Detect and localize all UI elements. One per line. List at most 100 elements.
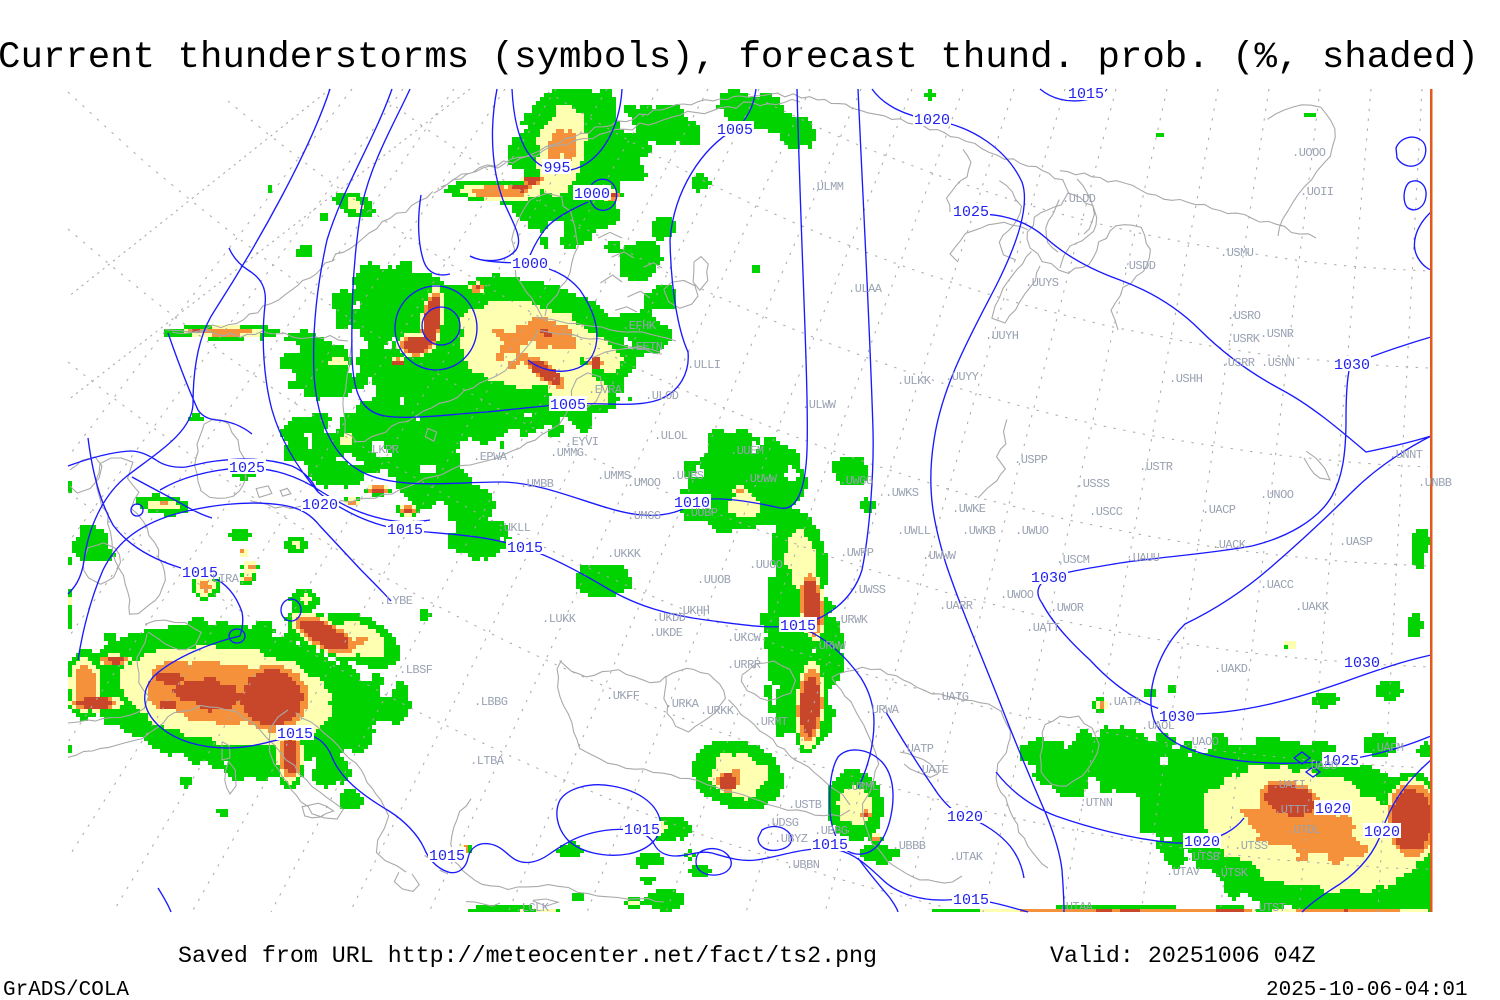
svg-text:1015: 1015 [429, 848, 465, 865]
svg-text:.UTSK: .UTSK [1214, 866, 1249, 880]
svg-text:.UAKD: .UAKD [1214, 662, 1248, 676]
svg-text:.UWPP: .UWPP [840, 546, 874, 560]
svg-text:.UWLL: .UWLL [897, 524, 931, 538]
svg-text:.UBBN: .UBBN [786, 858, 820, 872]
svg-text:.UAII: .UAII [1272, 778, 1306, 792]
svg-text:.LIRA: .LIRA [205, 572, 240, 586]
svg-text:.UATG: .UATG [935, 690, 969, 704]
svg-text:.UTAA: .UTAA [1059, 900, 1094, 914]
svg-text:Valid: 20251006 04Z: Valid: 20251006 04Z [1050, 943, 1316, 969]
svg-text:.UWOR: .UWOR [1050, 601, 1084, 615]
svg-text:1015: 1015 [1068, 86, 1104, 103]
svg-text:.UWGG: .UWGG [839, 474, 873, 488]
svg-text:.LYBE: .LYBE [379, 594, 413, 608]
svg-text:2025-10-06-04:01: 2025-10-06-04:01 [1266, 979, 1468, 1000]
svg-text:.USRO: .USRO [1227, 309, 1261, 323]
svg-text:.USCM: .USCM [1056, 553, 1090, 567]
svg-text:.UUBP: .UUBP [684, 506, 718, 520]
svg-text:1015: 1015 [507, 540, 543, 557]
svg-text:.UKCW: .UKCW [727, 631, 762, 645]
svg-text:1015: 1015 [277, 726, 313, 743]
svg-text:.URMT: .URMT [754, 715, 788, 729]
svg-text:1030: 1030 [1334, 357, 1370, 374]
svg-text:.UTDL: .UTDL [1287, 823, 1321, 837]
svg-text:GrADS/COLA: GrADS/COLA [3, 979, 129, 1000]
svg-text:.ULOD: .ULOD [645, 389, 679, 403]
svg-text:1020: 1020 [947, 809, 983, 826]
svg-text:.UTST: .UTST [1252, 901, 1286, 915]
svg-text:.UUYY: .UUYY [945, 370, 979, 384]
svg-text:.UATP: .UATP [900, 742, 934, 756]
svg-text:.UWSS: .UWSS [852, 583, 886, 597]
svg-text:.LBBG: .LBBG [474, 695, 508, 709]
svg-text:.UBBG: .UBBG [814, 824, 848, 838]
svg-text:.UWKB: .UWKB [962, 524, 996, 538]
svg-text:.USRK: .USRK [1226, 332, 1261, 346]
svg-text:.URML: .URML [845, 780, 879, 794]
svg-text:.UOOO: .UOOO [1292, 146, 1326, 160]
svg-text:.UUOO: .UUOO [749, 558, 783, 572]
svg-text:1005: 1005 [550, 397, 586, 414]
svg-text:.UTAK: .UTAK [949, 850, 984, 864]
svg-text:.UATE: .UATE [915, 763, 949, 777]
svg-text:.UMGG: .UMGG [627, 509, 661, 523]
svg-text:.UARR: .UARR [939, 599, 973, 613]
svg-text:.UKDE: .UKDE [649, 626, 683, 640]
svg-text:.URKK: .URKK [700, 704, 735, 718]
svg-text:1025: 1025 [1323, 753, 1359, 770]
svg-text:.UTSS: .UTSS [1234, 839, 1268, 853]
svg-text:.UKHH: .UKHH [676, 604, 710, 618]
svg-text:.USNR: .USNR [1260, 327, 1294, 341]
svg-text:.UWWW: .UWWW [922, 549, 957, 563]
svg-text:.URWK: .URWK [834, 613, 869, 627]
svg-text:.UTAV: .UTAV [1166, 865, 1201, 879]
svg-text:.USTR: .USTR [1139, 460, 1173, 474]
svg-text:1015: 1015 [812, 837, 848, 854]
svg-text:.USCC: .USCC [1089, 505, 1123, 519]
svg-text:.ULWW: .ULWW [802, 398, 837, 412]
svg-text:.UMOO: .UMOO [627, 476, 661, 490]
svg-text:.ULLI: .ULLI [687, 358, 721, 372]
svg-text:.UKFF: .UKFF [606, 689, 640, 703]
svg-text:.LBSF: .LBSF [399, 663, 433, 677]
svg-text:.UATA: .UATA [1107, 695, 1142, 709]
svg-text:1000: 1000 [574, 186, 610, 203]
svg-text:.UACP: .UACP [1202, 503, 1236, 517]
svg-text:1015: 1015 [953, 892, 989, 909]
svg-text:.URWA: .URWA [865, 703, 900, 717]
svg-text:.LUKK: .LUKK [542, 612, 577, 626]
svg-text:.LTBA: .LTBA [470, 754, 505, 768]
svg-text:1020: 1020 [302, 497, 338, 514]
svg-text:.UACK: .UACK [1212, 538, 1247, 552]
svg-text:.UAOL: .UAOL [1141, 719, 1175, 733]
svg-text:.USSS: .USSS [1076, 477, 1110, 491]
svg-text:.USMU: .USMU [1220, 246, 1254, 260]
svg-text:.UKDD: .UKDD [652, 611, 686, 625]
svg-text:.UNOO: .UNOO [1260, 488, 1294, 502]
svg-text:.URKA: .URKA [665, 697, 700, 711]
svg-text:.UNBB: .UNBB [1418, 476, 1452, 490]
svg-text:1020: 1020 [1315, 801, 1351, 818]
svg-text:1020: 1020 [914, 112, 950, 129]
svg-text:.UACC: .UACC [1260, 578, 1294, 592]
svg-text:Saved from URL http://meteocen: Saved from URL http://meteocenter.net/fa… [178, 943, 877, 969]
svg-text:.UASP: .UASP [1339, 535, 1373, 549]
svg-text:.UWUO: .UWUO [1015, 524, 1049, 538]
svg-text:1005: 1005 [717, 122, 753, 139]
svg-text:.ULAA: .ULAA [848, 282, 883, 296]
svg-text:1030: 1030 [1031, 570, 1067, 587]
svg-text:995: 995 [543, 160, 570, 177]
svg-text:.USDD: .USDD [1122, 259, 1156, 273]
svg-text:.UMMG: .UMMG [550, 446, 584, 460]
svg-text:1025: 1025 [953, 204, 989, 221]
svg-text:.UAOO: .UAOO [1185, 735, 1219, 749]
svg-text:.UUWW: .UUWW [743, 472, 778, 486]
svg-text:.UDSG: .UDSG [765, 816, 799, 830]
svg-text:1030: 1030 [1159, 709, 1195, 726]
svg-text:.EETN: .EETN [629, 340, 663, 354]
svg-text:.UUOB: .UUOB [697, 573, 731, 587]
svg-text:.UAKK: .UAKK [1295, 600, 1330, 614]
svg-text:1015: 1015 [780, 618, 816, 635]
svg-text:.UBYZ: .UBYZ [774, 832, 808, 846]
svg-text:1015: 1015 [624, 822, 660, 839]
